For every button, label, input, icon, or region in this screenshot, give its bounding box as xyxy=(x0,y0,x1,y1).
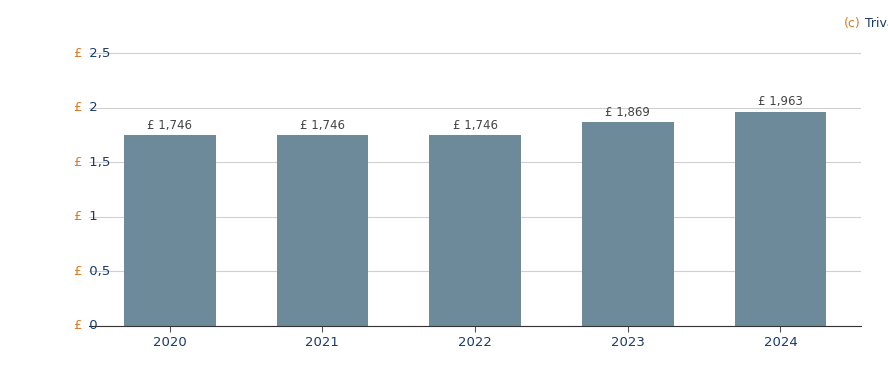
Text: Trivano.com: Trivano.com xyxy=(861,17,888,30)
Bar xyxy=(276,135,369,326)
Text: 0: 0 xyxy=(85,319,98,332)
Text: £ 1,746: £ 1,746 xyxy=(147,119,192,132)
Bar xyxy=(582,122,674,326)
Text: £: £ xyxy=(73,101,81,114)
Text: £: £ xyxy=(73,156,81,169)
Text: £: £ xyxy=(73,265,81,278)
Text: £: £ xyxy=(73,47,81,60)
Bar xyxy=(124,135,216,326)
Text: £ 1,746: £ 1,746 xyxy=(453,119,497,132)
Text: £ 1,869: £ 1,869 xyxy=(606,106,650,119)
Text: 2: 2 xyxy=(85,101,98,114)
Text: £ 1,746: £ 1,746 xyxy=(300,119,345,132)
Text: £ 1,963: £ 1,963 xyxy=(758,95,803,108)
Text: 1: 1 xyxy=(85,210,98,223)
Text: (c): (c) xyxy=(844,17,860,30)
Text: £: £ xyxy=(73,319,81,332)
Bar xyxy=(734,112,826,326)
Bar xyxy=(429,135,521,326)
Text: 1,5: 1,5 xyxy=(85,156,110,169)
Text: £: £ xyxy=(73,210,81,223)
Text: 2,5: 2,5 xyxy=(85,47,110,60)
Text: 0,5: 0,5 xyxy=(85,265,110,278)
